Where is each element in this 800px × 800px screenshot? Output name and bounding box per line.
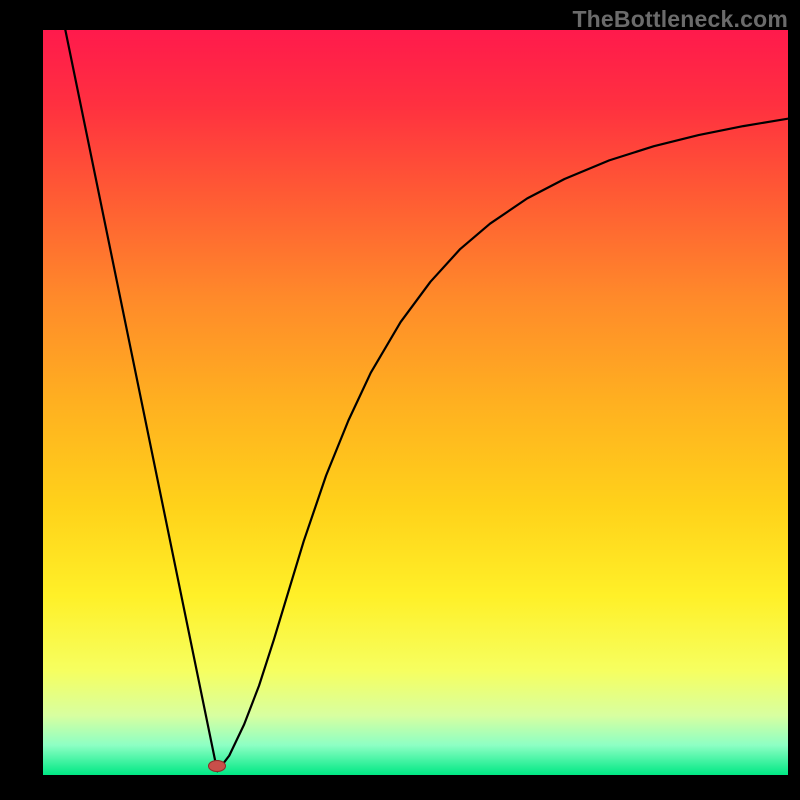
bottleneck-curve [43,30,788,775]
optimal-point-marker [208,760,226,772]
watermark-text: TheBottleneck.com [572,6,788,33]
plot-area [43,30,788,770]
chart-frame: TheBottleneck.com [0,0,800,800]
